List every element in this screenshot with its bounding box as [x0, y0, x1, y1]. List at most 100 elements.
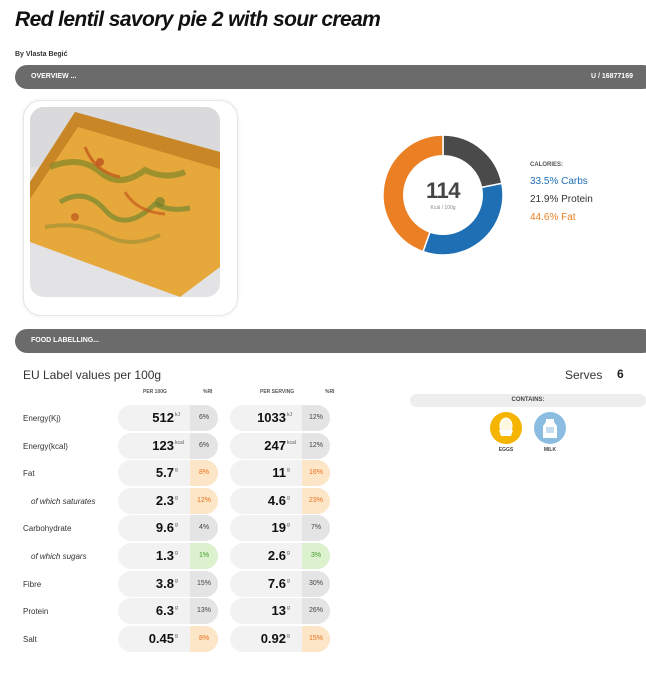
food-labelling-bar[interactable]: FOOD LABELLING...: [15, 329, 646, 353]
food-labelling-label: FOOD LABELLING...: [31, 337, 100, 344]
eu-label-title: EU Label values per 100g: [23, 368, 162, 382]
per-serving-value: 1033: [257, 410, 286, 425]
col-per-serving: PER SERVING: [260, 389, 295, 395]
ri-100g: 6%: [190, 405, 218, 431]
calories-legend: CALORIES: 33.5% Carbs 21.9% Protein 44.6…: [530, 162, 593, 230]
per-100g-value: 3.8: [155, 575, 174, 591]
per-serving-unit: kJ: [287, 412, 292, 418]
nutrient-row: Fat 5.7 g 8% 11 g 16%: [0, 460, 360, 487]
per-serving-cell: 11 g 16%: [230, 460, 330, 487]
per-serving-unit: g: [287, 467, 290, 474]
per-100g-unit: g: [175, 605, 178, 612]
per-serving-unit: g: [287, 550, 290, 556]
per-100g-value: 5.7: [155, 465, 174, 481]
per-100g-unit: g: [175, 632, 178, 639]
col-ri-100g: %RI: [203, 389, 213, 395]
nutrient-row: Carbohydrate 9.6 g 4% 19 g 7%: [0, 515, 360, 542]
legend-fat: 44.6% Fat: [530, 212, 576, 223]
ri-serving: 26%: [302, 598, 330, 625]
nutrient-name: Salt: [23, 634, 37, 644]
ri-serving: 12%: [302, 405, 330, 431]
eggs-icon: [490, 412, 522, 444]
per-serving-cell: 1033 kJ 12%: [230, 405, 330, 431]
per-serving-unit: g: [287, 494, 290, 501]
recipe-author[interactable]: By Vlasta Begić: [15, 51, 68, 58]
per-100g-value: 1.3: [155, 548, 174, 563]
nutrient-name: of which sugars: [31, 552, 87, 561]
ri-100g: 13%: [190, 598, 218, 625]
per-100g-unit: g: [175, 550, 178, 556]
per-serving-cell: 0.92 g 15%: [230, 625, 330, 652]
per-serving-cell: 2.6 g 3%: [230, 543, 330, 569]
per-serving-value: 247: [264, 437, 286, 453]
per-100g-cell: 3.8 g 15%: [118, 570, 218, 597]
ri-serving: 23%: [302, 487, 330, 514]
per-serving-value: 0.92: [260, 630, 286, 646]
per-100g-cell: 2.3 g 12%: [118, 487, 218, 514]
per-100g-value: 512: [152, 410, 174, 425]
nutrient-name: Energy(kcal): [23, 441, 68, 451]
legend-carbs: 33.5% Carbs: [530, 176, 588, 187]
per-100g-unit: g: [175, 494, 178, 501]
pie-image: [30, 107, 220, 297]
nutrient-name: of which saturates: [31, 496, 96, 506]
per-serving-value: 4.6: [267, 492, 286, 508]
nutrient-row: Salt 0.45 g 8% 0.92 g 15%: [0, 625, 360, 652]
ri-100g: 6%: [190, 432, 218, 459]
milk-label: MILK: [543, 447, 557, 453]
eggs-label: EGGS: [498, 447, 514, 453]
ri-serving: 30%: [302, 570, 330, 597]
nutrient-name: Protein: [23, 607, 49, 617]
per-100g-cell: 9.6 g 4%: [118, 515, 218, 542]
per-100g-value: 6.3: [155, 603, 174, 619]
nutrient-row: Protein 6.3 g 13% 13 g 26%: [0, 598, 360, 625]
ri-serving: 3%: [302, 543, 330, 569]
ri-serving: 15%: [302, 625, 330, 652]
recipe-photo[interactable]: [30, 107, 220, 297]
per-100g-value: 2.3: [155, 492, 174, 508]
calories-value: 114: [426, 178, 461, 203]
allergen-milk[interactable]: MILK: [533, 412, 567, 453]
milk-icon: [534, 412, 566, 444]
ri-100g: 1%: [190, 543, 218, 569]
per-100g-unit: kJ: [175, 412, 180, 418]
per-serving-unit: g: [287, 605, 290, 612]
legend-protein: 21.9% Protein: [530, 194, 593, 205]
per-serving-cell: 13 g 26%: [230, 598, 330, 625]
per-100g-cell: 123 kcal 6%: [118, 432, 218, 459]
calories-donut-chart: [382, 134, 504, 256]
nutrient-row: Energy(kcal) 123 kcal 6% 247 kcal 12%: [0, 432, 360, 459]
per-serving-unit: g: [287, 632, 290, 639]
per-100g-cell: 6.3 g 13%: [118, 598, 218, 625]
calories-unit: Kcal / 100g: [430, 205, 456, 211]
calories-caption: CALORIES:: [530, 162, 563, 168]
ri-100g: 8%: [190, 625, 218, 652]
per-100g-value: 123: [152, 437, 174, 453]
serves-value[interactable]: 6: [617, 367, 624, 381]
per-serving-cell: 19 g 7%: [230, 515, 330, 542]
per-serving-value: 11: [272, 465, 286, 481]
per-serving-value: 7.6: [267, 575, 286, 591]
per-100g-unit: g: [175, 577, 178, 584]
per-100g-value: 9.6: [155, 520, 174, 536]
col-ri-serving: %RI: [325, 389, 335, 395]
per-100g-unit: g: [175, 467, 178, 474]
recipe-title: Red lentil savory pie 2 with sour cream: [15, 8, 381, 31]
per-100g-cell: 512 kJ 6%: [118, 405, 218, 431]
ri-100g: 12%: [190, 487, 218, 514]
ri-100g: 4%: [190, 515, 218, 542]
ri-serving: 16%: [302, 460, 330, 487]
recipe-photo-frame: [23, 100, 238, 316]
per-serving-cell: 247 kcal 12%: [230, 432, 330, 459]
nutrient-row: Energy(Kj) 512 kJ 6% 1033 kJ 12%: [0, 405, 360, 431]
overview-bar[interactable]: OVERVIEW ... U / 16877169: [15, 65, 646, 89]
per-serving-value: 13: [271, 603, 286, 619]
allergen-eggs[interactable]: EGGS: [489, 412, 523, 453]
per-100g-cell: 1.3 g 1%: [118, 543, 218, 569]
nutrient-name: Energy(Kj): [23, 414, 61, 423]
per-100g-cell: 0.45 g 8%: [118, 625, 218, 652]
ri-serving: 12%: [302, 432, 330, 459]
nutrient-row: of which saturates 2.3 g 12% 4.6 g 23%: [0, 487, 360, 514]
per-100g-unit: kcal: [175, 439, 184, 446]
per-serving-unit: g: [287, 577, 290, 584]
